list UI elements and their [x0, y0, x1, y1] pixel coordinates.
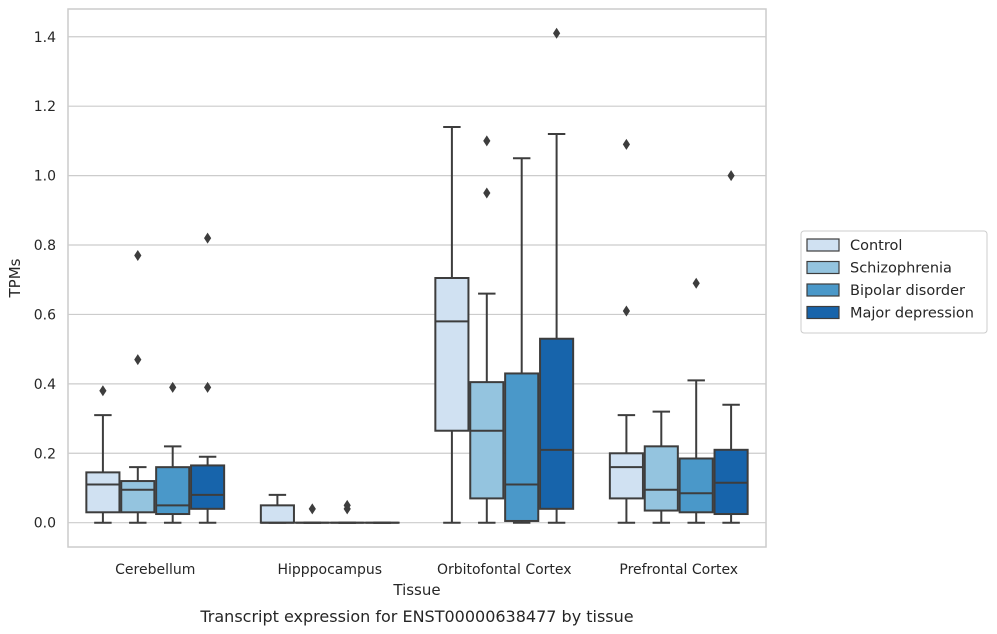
box-schizophrenia-3 — [643, 410, 679, 524]
outlier-point — [99, 385, 107, 397]
box-major-depression-2 — [539, 27, 575, 524]
outlier-point — [204, 232, 212, 244]
outlier-point — [483, 135, 491, 147]
outlier-point — [308, 503, 316, 515]
chart-caption: Transcript expression for ENST0000063847… — [199, 607, 633, 626]
outlier-point — [622, 138, 630, 150]
box-control-0 — [85, 385, 121, 524]
box-bipolar-disorder-2 — [504, 157, 540, 524]
outlier-point — [692, 277, 700, 289]
box-schizophrenia-2 — [469, 135, 505, 524]
box-body — [678, 457, 714, 514]
x-tick-label: Prefrontal Cortex — [619, 562, 738, 578]
y-tick-label: 0.8 — [34, 238, 56, 254]
box-major-depression-0 — [190, 232, 226, 524]
box-body — [608, 452, 644, 500]
box-body — [120, 480, 156, 514]
box-groups — [85, 27, 749, 524]
box-body — [155, 466, 191, 516]
box-body — [539, 337, 575, 510]
box-body — [259, 504, 295, 524]
outlier-point — [134, 249, 142, 261]
y-tick-label: 1.4 — [34, 30, 56, 46]
legend-swatch — [806, 283, 840, 297]
outlier-point — [727, 170, 735, 182]
box-body — [434, 277, 470, 432]
y-axis-label: TPMs — [6, 258, 24, 298]
outlier-point — [134, 354, 142, 366]
box-schizophrenia-0 — [120, 249, 156, 524]
box-control-1 — [259, 493, 295, 524]
box-body — [190, 464, 226, 510]
legend-label: Major depression — [850, 306, 974, 322]
y-tick-label: 0.2 — [34, 446, 56, 462]
legend-swatch — [806, 260, 840, 275]
box-schizophrenia-1 — [294, 503, 330, 524]
x-tick-label: Cerebellum — [115, 562, 195, 578]
y-tick-label: 1.2 — [34, 99, 56, 115]
box-control-2 — [434, 126, 470, 524]
legend-label: Schizophrenia — [850, 261, 952, 277]
y-tick-label: 0.0 — [34, 516, 56, 532]
y-tick-label: 0.6 — [34, 307, 56, 323]
box-major-depression-3 — [713, 170, 749, 524]
y-tick-labels: 0.0 0.2 0.4 0.6 0.8 1.0 1.2 1.4 — [34, 30, 56, 532]
box-control-3 — [608, 138, 644, 524]
outlier-point — [204, 381, 212, 393]
legend-label: Bipolar disorder — [850, 283, 965, 299]
outlier-point — [169, 381, 177, 393]
x-tick-label: Orbitofontal Cortex — [437, 562, 572, 578]
x-tick-label: Hipppocampus — [277, 562, 382, 578]
box-body — [504, 372, 540, 522]
box-bipolar-disorder-3 — [678, 277, 714, 524]
outlier-point — [622, 305, 630, 317]
outlier-point — [483, 187, 491, 199]
outlier-point — [553, 27, 561, 39]
legend: Control Schizophrenia Bipolar disorder Majo… — [800, 230, 988, 334]
box-body — [469, 381, 505, 500]
box-body — [85, 471, 121, 514]
legend-swatch — [806, 238, 840, 252]
legend-swatch — [806, 305, 840, 320]
box-body — [643, 445, 679, 512]
legend-frame — [800, 230, 988, 334]
x-tick-labels: Cerebellum Hipppocampus Orbitofontal Corte… — [115, 562, 738, 578]
x-axis-label: Tissue — [392, 581, 440, 599]
outlier-point — [343, 499, 351, 511]
plot-frame — [67, 8, 767, 548]
y-tick-label: 0.4 — [34, 377, 56, 393]
y-gridlines — [68, 36, 766, 524]
legend-label: Control — [850, 238, 902, 254]
box-bipolar-disorder-0 — [155, 381, 191, 524]
y-tick-label: 1.0 — [34, 169, 56, 185]
box-bipolar-disorder-1 — [329, 499, 365, 524]
